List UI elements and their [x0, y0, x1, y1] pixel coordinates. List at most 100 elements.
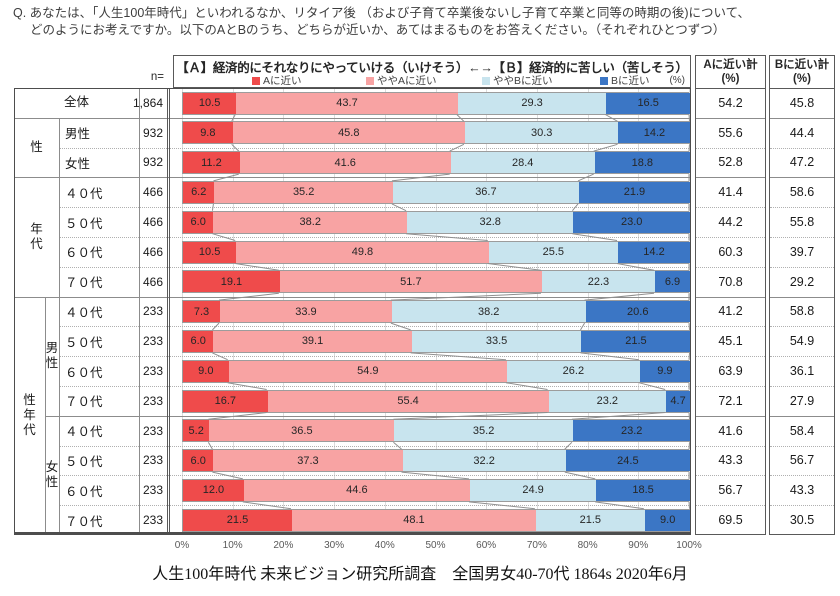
n-value: 233 — [142, 393, 163, 408]
bar-row: 16.7 55.4 23.2 4.7 — [182, 389, 690, 413]
row-separator — [696, 445, 765, 447]
bar-segment: 9.0 — [644, 509, 691, 531]
bar-segment: 6.2 — [183, 181, 215, 203]
bar-segment: 38.2 — [213, 211, 408, 233]
bar-row: 10.5 49.8 25.5 14.2 — [182, 240, 690, 264]
row-separator — [45, 415, 691, 417]
legend-swatch-icon — [252, 77, 260, 85]
bar-segment: 29.3 — [457, 92, 607, 114]
group-label: 男 性 — [45, 341, 59, 371]
bar-segment: 16.7 — [183, 390, 268, 412]
bar-segment: 23.0 — [573, 211, 690, 233]
bar-segment: 14.2 — [618, 122, 691, 144]
group-label: 女 性 — [45, 460, 59, 490]
row-separator — [770, 177, 834, 179]
bar-segment: 18.8 — [594, 152, 690, 174]
bar-segment: 12.0 — [183, 479, 244, 501]
b-total-value: 44.4 — [789, 125, 815, 140]
legend-swatch-icon — [482, 77, 490, 85]
legend-label: ややAに近い — [377, 75, 437, 87]
group-label: 性 年 代 — [23, 393, 36, 438]
bar-segment: 32.2 — [402, 450, 566, 472]
b-total-value: 56.7 — [789, 453, 815, 468]
row-separator — [696, 326, 765, 328]
bar-row: 21.5 48.1 21.5 9.0 — [182, 508, 691, 532]
a-total-value: 52.8 — [718, 155, 743, 170]
a-total-value: 41.2 — [718, 304, 743, 319]
row-separator — [770, 505, 834, 507]
legend-swatch-icon — [366, 77, 374, 85]
bar-segment: 24.5 — [565, 450, 690, 472]
b-total-value: 58.8 — [789, 304, 815, 319]
legend-item: Aに近い — [252, 73, 302, 88]
question-line-1: Q. あなたは、「人生100年時代」といわれるなか、リタイア後 （および子育て卒… — [13, 6, 751, 20]
bar-segment: 26.2 — [506, 360, 640, 382]
row-separator — [770, 117, 834, 119]
bar-segment: 55.4 — [267, 390, 549, 412]
n-column-header: n= — [150, 71, 164, 83]
axis-tick-label: 70% — [526, 540, 547, 551]
legend-swatch-icon — [600, 77, 608, 85]
bar-segment: 11.2 — [183, 152, 240, 174]
bar-segment: 32.8 — [407, 211, 574, 233]
row-separator — [696, 147, 765, 149]
row-label: ７０代 — [65, 514, 103, 529]
a-total-value: 69.5 — [718, 513, 743, 528]
row-separator — [696, 177, 765, 179]
bar-row: 7.3 33.9 38.2 20.6 — [182, 300, 690, 324]
axis-tick-label: 0% — [174, 540, 190, 551]
row-separator — [696, 356, 765, 358]
bar-segment: 38.2 — [391, 301, 586, 323]
row-separator — [696, 296, 765, 298]
b-total-value: 55.8 — [789, 215, 815, 230]
row-separator — [770, 296, 834, 298]
axis-tick-label: 40% — [374, 540, 395, 551]
row-separator — [59, 475, 691, 477]
axis-tick-label: 90% — [628, 540, 649, 551]
b-total-value: 47.2 — [789, 155, 815, 170]
bar-segment: 54.9 — [228, 360, 507, 382]
bar-segment: 35.2 — [394, 420, 573, 442]
n-value: 932 — [142, 125, 163, 140]
bar-segment: 36.7 — [392, 181, 579, 203]
a-total-unit: (%) — [721, 73, 740, 85]
a-total-value: 56.7 — [718, 483, 743, 498]
v-border — [59, 117, 60, 535]
bar-row: 5.2 36.5 35.2 23.2 — [182, 419, 691, 443]
b-total-value: 43.3 — [789, 483, 815, 498]
bar-row: 11.2 41.6 28.4 18.8 — [182, 151, 690, 175]
row-separator — [59, 326, 691, 328]
legend-item: ややBに近い — [482, 73, 553, 88]
scale-header: 【Ａ】経済的にそれなりにやっていける（いけそう）←→【Ｂ】経済的に苦しい（苦しそ… — [173, 55, 691, 88]
bar-row: 9.0 54.9 26.2 9.9 — [182, 359, 690, 383]
row-separator — [59, 207, 691, 209]
b-total-title: Bに近い計 — [774, 59, 830, 71]
bar-segment: 22.3 — [541, 271, 655, 293]
row-label: ５０代 — [65, 216, 103, 231]
row-separator — [696, 475, 765, 477]
row-label: ６０代 — [65, 365, 103, 380]
n-value: 1,864 — [132, 95, 163, 110]
bar-row: 6.0 37.3 32.2 24.5 — [182, 449, 690, 473]
a-total-value: 72.1 — [718, 393, 743, 408]
bar-segment: 44.6 — [243, 479, 470, 501]
group-label: 年 代 — [30, 221, 43, 251]
row-label: ６０代 — [65, 246, 103, 261]
row-label: ６０代 — [65, 484, 103, 499]
bar-row: 19.1 51.7 22.3 6.9 — [182, 270, 690, 294]
row-separator — [696, 237, 765, 238]
row-separator — [59, 386, 691, 387]
v-border — [45, 296, 46, 535]
row-separator — [770, 415, 834, 417]
bar-segment: 5.2 — [183, 420, 210, 442]
n-value: 233 — [142, 364, 163, 379]
row-separator — [696, 266, 765, 268]
a-total-column: Aに近い計 (%) — [695, 55, 766, 535]
bar-row: 10.5 43.7 29.3 16.5 — [182, 91, 690, 115]
col-header-separator — [695, 88, 766, 89]
bar-segment: 24.9 — [469, 479, 597, 501]
a-total-value: 44.2 — [718, 215, 743, 230]
row-separator — [14, 177, 691, 179]
b-total-value: 54.9 — [789, 334, 815, 349]
n-value: 932 — [142, 155, 163, 170]
